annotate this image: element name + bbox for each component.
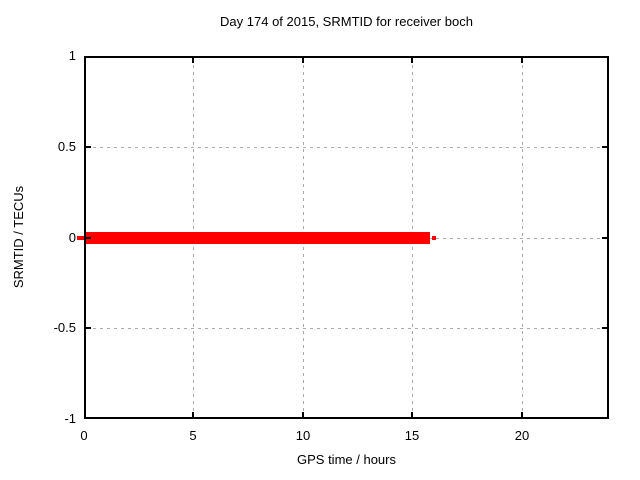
y-tick-label: 0 <box>68 230 76 245</box>
x-tick-bottom <box>521 412 523 417</box>
x-tick-bottom <box>411 412 413 417</box>
y-tick-right <box>602 146 607 148</box>
x-tick-bottom <box>302 412 304 417</box>
series-line-lead-cap <box>77 236 84 240</box>
x-tick-label: 10 <box>295 428 311 443</box>
y-tick-label: 0.5 <box>57 139 76 154</box>
y-tick-left <box>86 146 91 148</box>
x-gridline <box>522 58 523 417</box>
y-tick-right <box>602 237 607 239</box>
x-tick-label: 5 <box>189 428 197 443</box>
y-tick-label: -0.5 <box>53 320 76 335</box>
x-tick-label: 15 <box>404 428 420 443</box>
y-axis-label: SRMTID / TECUs <box>11 185 26 289</box>
x-axis-label: GPS time / hours <box>297 452 396 467</box>
y-tick-right <box>602 327 607 329</box>
y-tick-left <box>86 237 91 239</box>
y-gridline <box>86 328 607 329</box>
plot-area <box>84 56 609 419</box>
x-tick-top <box>302 58 304 63</box>
y-tick-left <box>86 327 91 329</box>
chart-title: Day 174 of 2015, SRMTID for receiver boc… <box>220 14 473 29</box>
x-tick-top <box>192 58 194 63</box>
x-tick-label: 20 <box>514 428 530 443</box>
series-line <box>84 232 430 244</box>
series-line-tail-cap <box>432 236 436 240</box>
y-tick-label: -1 <box>64 411 76 426</box>
x-tick-label: 0 <box>80 428 88 443</box>
y-gridline <box>86 147 607 148</box>
x-tick-top <box>521 58 523 63</box>
y-tick-label: 1 <box>68 48 76 63</box>
x-tick-top <box>411 58 413 63</box>
x-tick-bottom <box>192 412 194 417</box>
